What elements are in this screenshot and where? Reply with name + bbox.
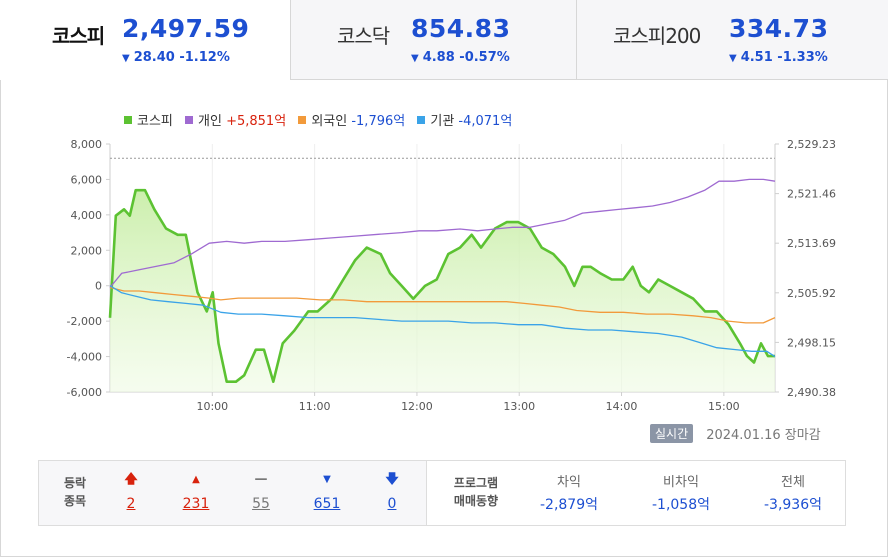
y-left-tick-label: -2,000 [67,315,102,328]
market-close-datetime: 2024.01.16 장마감 [706,428,821,443]
chart-legend: 코스피 개인 +5,851억 외국인 -1,796억 기관 -4,071억 [124,110,520,129]
program-value: -1,058억 [651,497,710,513]
program-value: -3,936억 [763,497,822,513]
legend-swatch [185,116,194,124]
x-tick-label: 10:00 [196,400,228,413]
program-header: 차익 [557,475,581,490]
y-right-tick-label: 2,513.69 [787,237,836,250]
legend-item-kospi[interactable]: 코스피 [124,110,173,129]
down-triangle-icon: ▼ [323,474,331,485]
count-up: ▲ 231 [176,471,216,513]
count-flat: — 55 [241,471,281,513]
series-line-individual [109,178,776,288]
series-line-kospi [108,188,775,383]
tab-value: 2,497.59 [122,14,250,43]
realtime-badge[interactable]: 실시간 [650,424,694,443]
tab-change: ▼ 28.40 -1.12% [122,50,230,65]
legend-label: 기관 [430,114,455,129]
program-header: 전체 [781,475,805,490]
y-right-tick-label: 2,498.15 [787,336,836,349]
y-right-tick-label: 2,490.38 [787,386,836,399]
limit-up-arrow-icon: 🡅 [124,472,138,487]
up-triangle-icon: ▲ [192,474,200,485]
legend-label: 외국인 [311,114,348,129]
legend-swatch [298,116,307,124]
legend-label: 개인 [198,114,222,129]
y-left-tick-label: 0 [95,280,102,293]
legend-item-institution[interactable]: 기관 -4,071억 [417,110,512,129]
x-tick-label: 13:00 [503,400,535,413]
legend-swatch [124,116,132,124]
program-arbitrage: 차익 -2,879억 [519,474,619,514]
legend-swatch [417,116,426,124]
tab-kospi200[interactable]: 코스피200 334.73 ▼ 4.51 -1.33% [576,0,888,80]
y-left-tick-label: 2,000 [71,244,103,257]
tab-name: 코스피200 [613,24,701,48]
program-non-arbitrage: 비차익 -1,058억 [631,474,731,514]
count-limit-down: 🡇 0 [372,471,412,513]
tab-value: 334.73 [729,14,829,43]
count-value[interactable]: 55 [252,496,270,512]
status-stamp: 실시간 2024.01.16 장마감 [650,423,821,443]
down-triangle-icon: ▼ [729,53,737,64]
x-tick-label: 15:00 [708,400,740,413]
tab-change: ▼ 4.51 -1.33% [729,50,828,65]
limit-down-arrow-icon: 🡇 [385,472,399,487]
updown-panel: 등락 종목 🡅 2 ▲ 231 — 55 ▼ 651 🡇 0 [39,461,427,525]
market-summary: 등락 종목 🡅 2 ▲ 231 — 55 ▼ 651 🡇 0 프로그램 매매동향… [38,460,846,526]
series-line-foreign [109,286,776,324]
tab-kospi[interactable]: 코스피 2,497.59 ▼ 28.40 -1.12% [0,0,290,80]
intraday-chart: 8,000 6,000 4,000 2,000 0 -2,000 -4,000 -6,000 2… [67,138,836,413]
y-left-tick-label: 8,000 [71,138,103,151]
y-left-tick-label: -6,000 [67,386,102,399]
legend-item-individual[interactable]: 개인 +5,851억 [185,110,286,129]
count-value[interactable]: 651 [313,496,341,512]
y-right-tick-label: 2,505.92 [787,287,836,300]
count-value[interactable]: 231 [182,496,210,512]
x-tick-label: 11:00 [299,400,331,413]
down-triangle-icon: ▼ [411,53,419,64]
x-tick-label: 12:00 [401,400,433,413]
legend-item-foreign[interactable]: 외국인 -1,796억 [298,110,405,129]
x-tick-label: 14:00 [606,400,638,413]
legend-value: +5,851억 [226,114,287,129]
tab-kosdaq[interactable]: 코스닥 854.83 ▼ 4.88 -0.57% [290,0,576,80]
count-limit-up: 🡅 2 [111,471,151,513]
tab-value: 854.83 [411,14,511,43]
program-value: -2,879억 [539,497,598,513]
program-header: 비차익 [663,475,699,490]
flat-dash-icon: — [254,472,268,487]
kospi-area-fill [110,190,775,392]
series-line-institution [109,285,776,358]
updown-label: 등락 종목 [63,476,87,508]
tab-name: 코스닥 [337,24,390,48]
count-down: ▼ 651 [307,471,347,513]
y-left-tick-label: -4,000 [67,351,102,364]
program-trading-label: 프로그램 매매동향 [453,476,499,508]
legend-value: -1,796억 [351,114,406,129]
legend-value: -4,071억 [458,114,513,129]
program-total: 전체 -3,936억 [743,474,843,514]
y-right-tick-label: 2,529.23 [787,138,836,151]
tab-name: 코스피 [52,24,105,48]
legend-label: 코스피 [137,114,173,129]
y-right-tick-label: 2,521.46 [787,188,836,201]
index-tabs: 코스피 2,497.59 ▼ 28.40 -1.12% 코스닥 854.83 ▼ 4… [0,0,888,80]
y-left-tick-label: 4,000 [71,209,103,222]
count-value[interactable]: 2 [126,496,136,512]
y-left-tick-label: 6,000 [71,173,103,186]
count-value[interactable]: 0 [387,496,397,512]
tab-change: ▼ 4.88 -0.57% [411,50,510,65]
down-triangle-icon: ▼ [122,53,130,64]
